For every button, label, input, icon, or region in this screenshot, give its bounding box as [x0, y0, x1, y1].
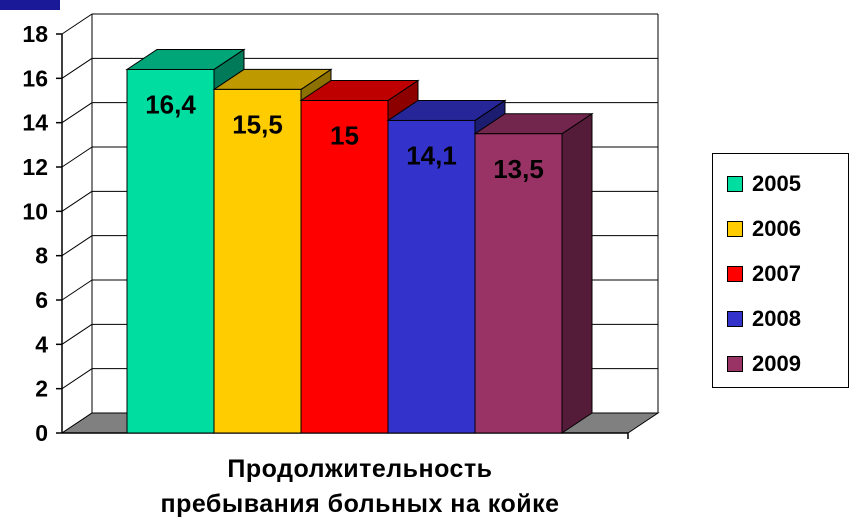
legend-swatch — [727, 176, 743, 192]
legend-item-2007: 2007 — [727, 261, 801, 287]
gridline-diagonal — [61, 102, 93, 124]
bar-2005 — [126, 68, 215, 434]
legend-swatch — [727, 266, 743, 282]
y-tick-label: 16 — [22, 65, 48, 91]
legend-label: 2008 — [752, 306, 801, 331]
bar-2008 — [387, 119, 476, 434]
gridline-diagonal — [61, 190, 93, 212]
legend-label: 2006 — [752, 216, 801, 241]
bar-2007 — [300, 100, 389, 434]
legend-item-2009: 2009 — [727, 351, 801, 377]
y-tick-label: 2 — [35, 376, 48, 402]
data-label-2008: 14,1 — [406, 140, 457, 170]
legend-item-2008: 2008 — [727, 306, 801, 332]
legend: 2005 2006 2007 2008 2009 — [712, 153, 849, 388]
y-tick-label: 8 — [35, 243, 48, 269]
gridline-diagonal — [61, 57, 93, 79]
y-tick-label: 14 — [22, 110, 48, 136]
gridline-diagonal — [61, 368, 93, 390]
data-label-2007: 15 — [330, 121, 359, 151]
data-label-2009: 13,5 — [493, 154, 544, 184]
legend-label: 2007 — [752, 261, 801, 286]
data-label-2005: 16,4 — [145, 89, 196, 119]
slide-corner-decoration — [0, 0, 60, 10]
gridline-diagonal — [61, 13, 93, 35]
bar-2006 — [213, 88, 302, 434]
legend-swatch — [727, 221, 743, 237]
legend-label: 2005 — [752, 171, 801, 196]
gridline-diagonal — [61, 235, 93, 257]
x-axis-label-line1: Продолжительность — [227, 455, 493, 483]
legend-swatch — [727, 311, 743, 327]
x-axis-label-line2: пребывания больных на койке — [160, 490, 560, 518]
legend-label: 2009 — [752, 351, 801, 376]
y-tick-label: 12 — [22, 154, 48, 180]
gridline-diagonal — [61, 323, 93, 345]
legend-item-2006: 2006 — [727, 216, 801, 242]
bar-side-2009 — [561, 112, 593, 434]
y-tick-label: 4 — [35, 331, 48, 357]
bar-2009 — [474, 133, 563, 434]
legend-item-2005: 2005 — [727, 171, 801, 197]
y-tick-label: 18 — [22, 21, 48, 47]
y-tick-label: 0 — [35, 420, 48, 446]
data-label-2006: 15,5 — [232, 109, 283, 139]
y-tick-label: 10 — [22, 198, 48, 224]
legend-swatch — [727, 356, 743, 372]
gridline-diagonal — [61, 146, 93, 168]
y-tick-label: 6 — [35, 287, 48, 313]
gridline-diagonal — [61, 279, 93, 301]
